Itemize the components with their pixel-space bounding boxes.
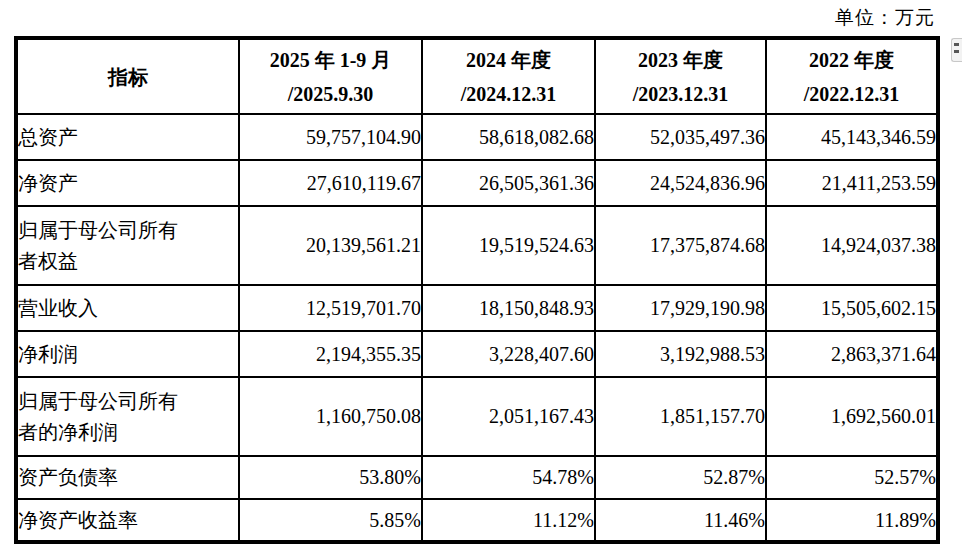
cell-value: 1,692,560.01 xyxy=(766,377,938,456)
cell-value: 53.80% xyxy=(239,456,422,499)
cell-value: 21,411,253.59 xyxy=(766,160,938,206)
cell-value: 5.85% xyxy=(239,499,422,542)
cell-value: 15,505,602.15 xyxy=(766,285,938,331)
table-row-debt-ratio: 资产负债率 53.80% 54.78% 52.87% 52.57% xyxy=(16,456,938,499)
row-label-text: 营业收入 xyxy=(18,293,98,324)
cell-value: 17,375,874.68 xyxy=(595,206,766,285)
cell-value: 52.57% xyxy=(766,456,938,499)
table-row-revenue: 营业收入 12,519,701.70 18,150,848.93 17,929,… xyxy=(16,285,938,331)
cell-value: 12,519,701.70 xyxy=(239,285,422,331)
cell-value: 45,143,346.59 xyxy=(766,114,938,160)
cell-value: 17,929,190.98 xyxy=(595,285,766,331)
period-line2: /2022.12.31 xyxy=(767,77,936,111)
table-row-parent-net-profit: 归属于母公司所有者的净利润 1,160,750.08 2,051,167.43 … xyxy=(16,377,938,456)
col-header-indicator: 指标 xyxy=(16,38,239,114)
cell-value: 27,610,119.67 xyxy=(239,160,422,206)
row-label: 营业收入 xyxy=(16,285,239,331)
col-header-period-2024: 2024 年度 /2024.12.31 xyxy=(422,38,595,114)
cell-value: 3,192,988.53 xyxy=(595,331,766,377)
row-label: 净利润 xyxy=(16,331,239,377)
table-header-row: 指标 2025 年 1-9 月 /2025.9.30 2024 年度 /2024… xyxy=(16,38,938,114)
marker-dash xyxy=(954,50,959,53)
row-label: 净资产收益率 xyxy=(16,499,239,542)
annotation-marker-partial[interactable] xyxy=(951,38,962,62)
col-header-period-2025: 2025 年 1-9 月 /2025.9.30 xyxy=(239,38,422,114)
cell-value: 19,519,524.63 xyxy=(422,206,595,285)
cell-value: 52,035,497.36 xyxy=(595,114,766,160)
cell-value: 11.89% xyxy=(766,499,938,542)
row-label: 净资产 xyxy=(16,160,239,206)
table-row-total-assets: 总资产 59,757,104.90 58,618,082.68 52,035,4… xyxy=(16,114,938,160)
row-label-text: 净资产收益率 xyxy=(18,505,138,536)
period-line2: /2024.12.31 xyxy=(423,77,594,111)
cell-value: 26,505,361.36 xyxy=(422,160,595,206)
financial-indicators-table: 指标 2025 年 1-9 月 /2025.9.30 2024 年度 /2024… xyxy=(14,36,940,544)
period-line1: 2022 年度 xyxy=(767,43,936,77)
period-line2: /2025.9.30 xyxy=(240,77,421,111)
row-label: 归属于母公司所有者的净利润 xyxy=(16,377,239,456)
period-line1: 2025 年 1-9 月 xyxy=(240,43,421,77)
cell-value: 52.87% xyxy=(595,456,766,499)
cell-value: 2,194,355.35 xyxy=(239,331,422,377)
cell-value: 58,618,082.68 xyxy=(422,114,595,160)
cell-value: 2,863,371.64 xyxy=(766,331,938,377)
row-label: 归属于母公司所有者权益 xyxy=(16,206,239,285)
marker-dash xyxy=(954,43,959,46)
row-label-text: 资产负债率 xyxy=(18,462,118,493)
table-row-parent-equity: 归属于母公司所有者权益 20,139,561.21 19,519,524.63 … xyxy=(16,206,938,285)
table-row-net-profit: 净利润 2,194,355.35 3,228,407.60 3,192,988.… xyxy=(16,331,938,377)
unit-label: 单位：万元 xyxy=(835,5,935,31)
cell-value: 59,757,104.90 xyxy=(239,114,422,160)
table-row-roe: 净资产收益率 5.85% 11.12% 11.46% 11.89% xyxy=(16,499,938,542)
row-label: 资产负债率 xyxy=(16,456,239,499)
cell-value: 2,051,167.43 xyxy=(422,377,595,456)
row-label: 总资产 xyxy=(16,114,239,160)
cell-value: 3,228,407.60 xyxy=(422,331,595,377)
period-line1: 2023 年度 xyxy=(596,43,765,77)
row-label-text: 净利润 xyxy=(18,339,78,370)
cell-value: 14,924,037.38 xyxy=(766,206,938,285)
col-header-period-2022: 2022 年度 /2022.12.31 xyxy=(766,38,938,114)
cell-value: 11.12% xyxy=(422,499,595,542)
cell-value: 20,139,561.21 xyxy=(239,206,422,285)
period-line1: 2024 年度 xyxy=(423,43,594,77)
table-row-net-assets: 净资产 27,610,119.67 26,505,361.36 24,524,8… xyxy=(16,160,938,206)
period-line2: /2023.12.31 xyxy=(596,77,765,111)
cell-value: 11.46% xyxy=(595,499,766,542)
row-label-text: 归属于母公司所有者权益 xyxy=(18,215,194,277)
cell-value: 1,851,157.70 xyxy=(595,377,766,456)
cell-value: 24,524,836.96 xyxy=(595,160,766,206)
cell-value: 1,160,750.08 xyxy=(239,377,422,456)
cell-value: 18,150,848.93 xyxy=(422,285,595,331)
row-label-text: 总资产 xyxy=(18,122,78,153)
cell-value: 54.78% xyxy=(422,456,595,499)
col-header-period-2023: 2023 年度 /2023.12.31 xyxy=(595,38,766,114)
row-label-text: 归属于母公司所有者的净利润 xyxy=(18,386,194,448)
row-label-text: 净资产 xyxy=(18,168,78,199)
